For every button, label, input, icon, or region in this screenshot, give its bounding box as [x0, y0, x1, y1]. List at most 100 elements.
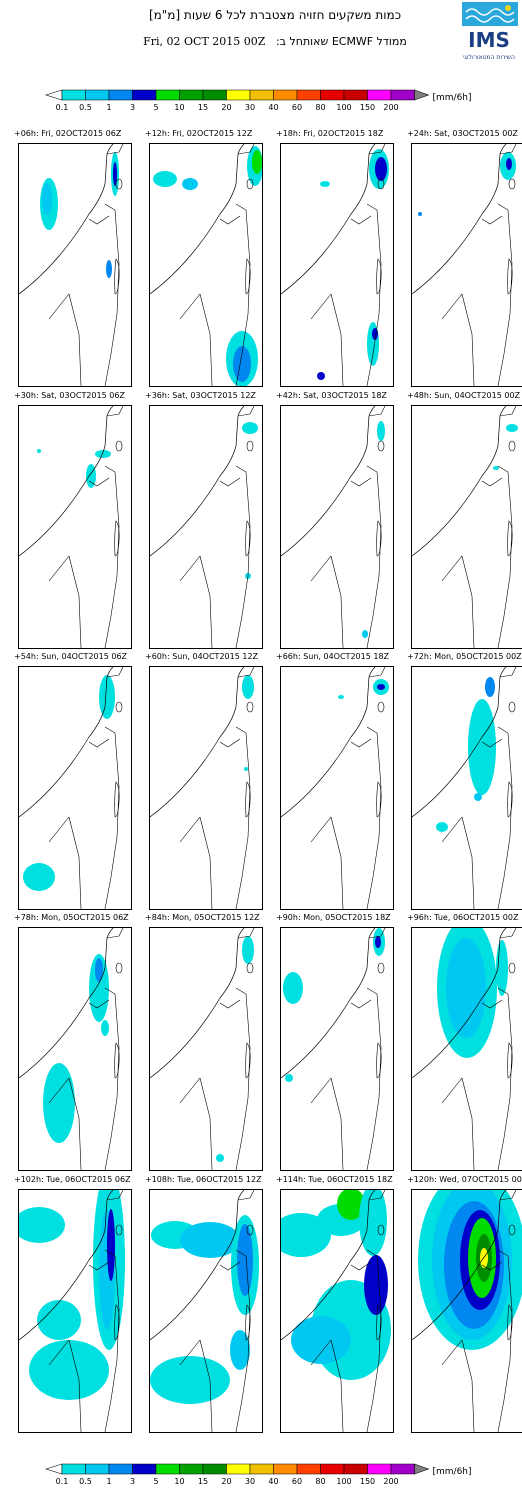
panel-map-svg [150, 667, 255, 909]
lake-kinneret [246, 701, 254, 713]
forecast-panel: +114h: Tue, 06OCT2015 18Z [276, 1175, 394, 1433]
colorbar-max-arrow [414, 89, 430, 101]
colorbar-tick-label: 1 [106, 103, 111, 112]
panel-map [149, 927, 263, 1171]
panel-map-svg [150, 928, 255, 1170]
panel-map-svg [19, 406, 124, 648]
colorbar-min-arrow [44, 89, 63, 101]
rain-area [493, 466, 499, 470]
colorbar-max-arrow [414, 1463, 430, 1475]
ims-logo: IMS השירות המטאורולוגי [458, 2, 520, 66]
panel-label: +120h: Wed, 07OCT2015 00Z [407, 1175, 522, 1184]
coastline [412, 406, 507, 557]
rain-area [99, 675, 115, 719]
coastline [281, 144, 376, 295]
lake-kinneret [115, 962, 123, 974]
rain-area [283, 972, 303, 1004]
rain-area [362, 630, 368, 638]
panel-map [149, 143, 263, 387]
coastline [412, 928, 507, 1079]
colorbar-swatch [296, 1463, 321, 1475]
dead-sea [245, 1304, 251, 1341]
rain-area [338, 695, 344, 699]
colorbar-swatch [61, 1463, 86, 1475]
forecast-panel: +54h: Sun, 04OCT2015 06Z [14, 652, 132, 910]
panel-map-svg [150, 1190, 259, 1432]
rain-area [242, 675, 254, 699]
lake-kinneret [246, 440, 254, 452]
rain-area [372, 328, 378, 340]
rain-area [233, 346, 251, 382]
rain-area [153, 171, 177, 187]
dead-sea [245, 258, 251, 295]
rain-area [43, 1063, 75, 1143]
rain-area [506, 158, 512, 170]
rain-area [418, 212, 422, 216]
rain-area [42, 183, 52, 215]
border-line [88, 406, 124, 648]
panel-label: +06h: Fri, 02OCT2015 06Z [14, 129, 122, 138]
border-line [310, 1077, 344, 1170]
logo-text: IMS [468, 28, 510, 52]
rain-area [101, 1020, 109, 1036]
colorbar-min-arrow [44, 1463, 63, 1475]
rain-area [242, 422, 258, 434]
colorbar-tick-label: 0.1 [56, 1477, 69, 1486]
colorbar-swatch [367, 89, 392, 101]
panel-map-svg [412, 1190, 522, 1432]
panel-map-svg [281, 144, 389, 386]
border-line [179, 293, 213, 386]
colorbar-tick-label: 10 [174, 103, 184, 112]
panel-label: +102h: Tue, 06OCT2015 06Z [14, 1175, 131, 1184]
dead-sea [245, 781, 251, 818]
rain-area [320, 181, 330, 187]
panel-map [18, 666, 132, 910]
colorbar-tick-label: 60 [292, 103, 302, 112]
panel-map-svg [150, 144, 262, 386]
rain-area [485, 677, 495, 697]
panel-map [18, 143, 132, 387]
lake-kinneret [115, 440, 123, 452]
dead-sea [507, 1042, 513, 1079]
lake-kinneret [115, 1224, 123, 1236]
colorbar-swatch [343, 89, 368, 101]
panel-label: +96h: Tue, 06OCT2015 00Z [407, 913, 519, 922]
dead-sea [114, 520, 120, 557]
panel-map [18, 1189, 132, 1433]
border-line [219, 406, 255, 648]
panel-label: +54h: Sun, 04OCT2015 06Z [14, 652, 128, 661]
rain-area [377, 684, 385, 690]
colorbar-tick-label: 30 [245, 1477, 255, 1486]
rain-area [375, 936, 381, 948]
rain-area [113, 162, 117, 186]
coastline [150, 667, 245, 818]
lake-kinneret [377, 1224, 385, 1236]
dead-sea [376, 1304, 382, 1341]
rain-area [95, 958, 103, 982]
colorbar-tick-label: 0.5 [79, 103, 92, 112]
colorbar-tick-label: 10 [174, 1477, 184, 1486]
rain-area [29, 1340, 109, 1400]
coastline [19, 928, 114, 1079]
dead-sea [245, 1042, 251, 1079]
coastline [150, 1190, 245, 1341]
colorbar-tick-label: 0.1 [56, 103, 69, 112]
lake-kinneret [246, 962, 254, 974]
panel-map [280, 927, 394, 1171]
rain-area [474, 793, 482, 801]
forecast-panel: +84h: Mon, 05OCT2015 12Z [145, 913, 263, 1171]
forecast-panel: +72h: Mon, 05OCT2015 00Z [407, 652, 522, 910]
colorbar-tick-label: 80 [315, 103, 325, 112]
colorbar-swatch [390, 89, 415, 101]
forecast-panel: +18h: Fri, 02OCT2015 18Z [276, 129, 394, 387]
rain-area [216, 1154, 224, 1162]
border-line [481, 144, 517, 386]
panel-label: +78h: Mon, 05OCT2015 06Z [14, 913, 129, 922]
rain-area [446, 938, 486, 1038]
colorbar-tick-label: 30 [245, 103, 255, 112]
colorbar-swatch [202, 89, 227, 101]
logo-subtitle: השירות המטאורולוגי [463, 54, 515, 61]
coastline [19, 406, 114, 557]
rain-area [252, 150, 262, 174]
colorbar-swatch [273, 1463, 298, 1475]
